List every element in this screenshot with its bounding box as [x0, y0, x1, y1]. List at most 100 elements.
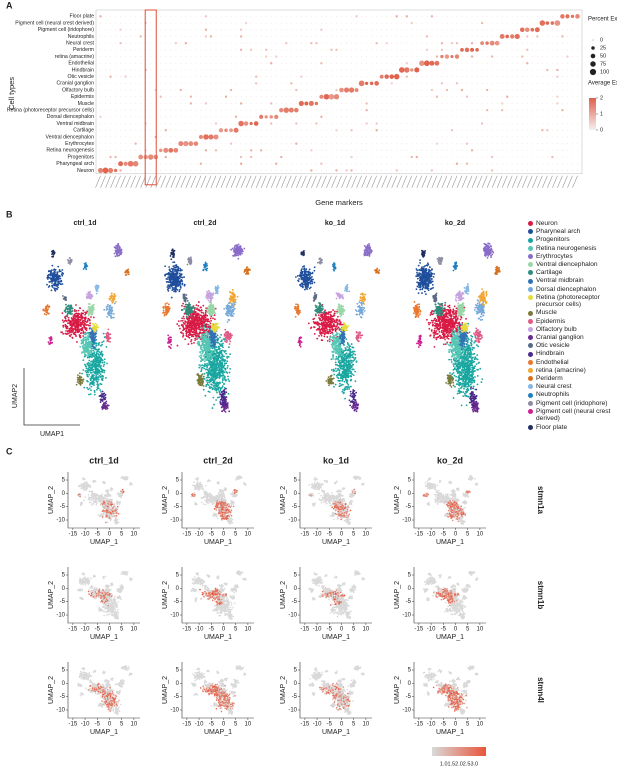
expression-dot: [266, 76, 267, 77]
expression-dot: [190, 49, 191, 50]
expression-dot: [527, 143, 528, 144]
expression-dot: [507, 22, 508, 23]
expression-dot: [190, 123, 191, 124]
expression-dot: [471, 42, 473, 44]
expression-dot: [306, 150, 307, 151]
expression-dot: [401, 143, 402, 144]
expression-dot: [391, 130, 392, 131]
expression-dot: [261, 83, 262, 84]
expression-dot: [311, 96, 312, 97]
expression-dot: [492, 143, 493, 144]
expression-dot: [446, 96, 447, 97]
expression-dot: [261, 103, 262, 104]
expression-dot: [326, 29, 327, 30]
expression-dot: [195, 69, 196, 70]
expression-dot: [386, 123, 387, 124]
expression-dot: [316, 83, 317, 84]
expression-dot: [210, 116, 211, 117]
expression-dot: [406, 75, 408, 77]
expression-dot: [331, 150, 332, 151]
expression-dot: [557, 16, 558, 17]
expression-dot: [572, 116, 573, 117]
expression-dot: [446, 110, 447, 111]
expression-dot: [205, 143, 206, 144]
expression-dot: [150, 110, 151, 111]
expression-dot: [124, 75, 126, 77]
expression-dot: [266, 143, 267, 144]
expression-dot: [461, 103, 462, 104]
expression-dot: [160, 69, 161, 70]
expression-dot: [336, 83, 337, 84]
expression-dot: [375, 122, 377, 124]
expression-dot: [557, 136, 558, 137]
expression-dot: [376, 143, 377, 144]
expression-dot: [311, 69, 312, 70]
expression-dot: [256, 22, 257, 23]
expression-dot: [281, 130, 282, 131]
expression-dot: [521, 55, 523, 57]
expression-dot: [286, 103, 287, 104]
expression-dot: [175, 130, 176, 131]
expression-dot: [386, 110, 387, 111]
expression-dot: [471, 55, 473, 57]
expression-dot: [261, 56, 262, 57]
expression-dot: [120, 69, 121, 70]
expression-dot: [341, 36, 342, 37]
expression-dot: [371, 136, 372, 137]
expression-dot: [465, 48, 470, 53]
expression-dot: [205, 149, 207, 151]
expression-dot: [225, 56, 226, 57]
expression-dot: [381, 36, 382, 37]
expression-dot: [406, 89, 407, 90]
expression-dot: [306, 130, 307, 131]
expression-dot: [341, 76, 342, 77]
expression-dot: [168, 148, 173, 153]
expression-dot: [410, 68, 413, 71]
cell-type-label: Cartilage: [73, 128, 94, 134]
expression-dot: [120, 110, 121, 111]
expression-dot: [356, 136, 357, 137]
expression-dot: [476, 89, 477, 90]
expression-dot: [481, 96, 482, 97]
expression-dot: [346, 83, 347, 84]
expression-dot: [396, 29, 397, 30]
expression-dot: [522, 143, 523, 144]
expression-dot: [256, 69, 257, 70]
expression-dot: [120, 136, 121, 137]
expression-dot: [391, 150, 392, 151]
expression-dot: [235, 29, 236, 30]
expression-dot: [577, 63, 578, 64]
expression-dot: [230, 22, 231, 23]
expression-dot: [140, 103, 141, 104]
expression-dot: [361, 16, 362, 17]
expression-dot: [105, 36, 106, 37]
expression-dot: [316, 36, 317, 37]
expression-dot: [321, 143, 322, 144]
expression-dot: [507, 103, 508, 104]
expression-dot: [471, 89, 472, 90]
expression-dot: [320, 29, 322, 31]
expression-dot: [426, 110, 427, 111]
expression-dot: [99, 15, 101, 17]
expression-dot: [326, 76, 327, 77]
expression-dot: [291, 29, 292, 30]
expression-dot: [522, 96, 523, 97]
expression-dot: [210, 63, 211, 64]
expression-dot: [105, 136, 106, 137]
expression-dot: [421, 136, 422, 137]
expression-dot: [225, 16, 226, 17]
expression-dot: [220, 63, 221, 64]
expression-dot: [266, 150, 267, 151]
expression-dot: [205, 63, 206, 64]
expression-dot: [306, 56, 307, 57]
expression-dot: [416, 63, 417, 64]
expression-dot: [310, 42, 312, 44]
expression-dot: [321, 150, 322, 151]
expression-dot: [296, 103, 297, 104]
expression-dot: [190, 69, 191, 70]
expression-dot: [190, 76, 191, 77]
expression-dot: [502, 96, 503, 97]
expression-dot: [471, 136, 472, 137]
expression-dot: [281, 103, 282, 104]
expression-dot: [341, 143, 342, 144]
